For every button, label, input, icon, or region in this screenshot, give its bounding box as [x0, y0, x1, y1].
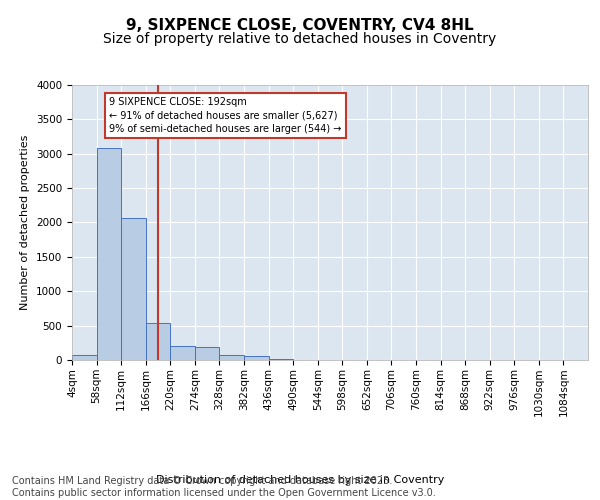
- Text: Distribution of detached houses by size in Coventry: Distribution of detached houses by size …: [156, 475, 444, 485]
- Y-axis label: Number of detached properties: Number of detached properties: [20, 135, 31, 310]
- Bar: [170, 346, 195, 360]
- Bar: [220, 354, 244, 360]
- Bar: [97, 148, 121, 360]
- Bar: [244, 356, 269, 360]
- Text: Contains HM Land Registry data © Crown copyright and database right 2025.
Contai: Contains HM Land Registry data © Crown c…: [12, 476, 436, 498]
- Text: Size of property relative to detached houses in Coventry: Size of property relative to detached ho…: [103, 32, 497, 46]
- Bar: [121, 218, 146, 360]
- Text: 9, SIXPENCE CLOSE, COVENTRY, CV4 8HL: 9, SIXPENCE CLOSE, COVENTRY, CV4 8HL: [126, 18, 474, 32]
- Bar: [195, 346, 220, 360]
- Bar: [72, 355, 97, 360]
- Bar: [146, 323, 170, 360]
- Text: 9 SIXPENCE CLOSE: 192sqm
← 91% of detached houses are smaller (5,627)
9% of semi: 9 SIXPENCE CLOSE: 192sqm ← 91% of detach…: [109, 98, 341, 134]
